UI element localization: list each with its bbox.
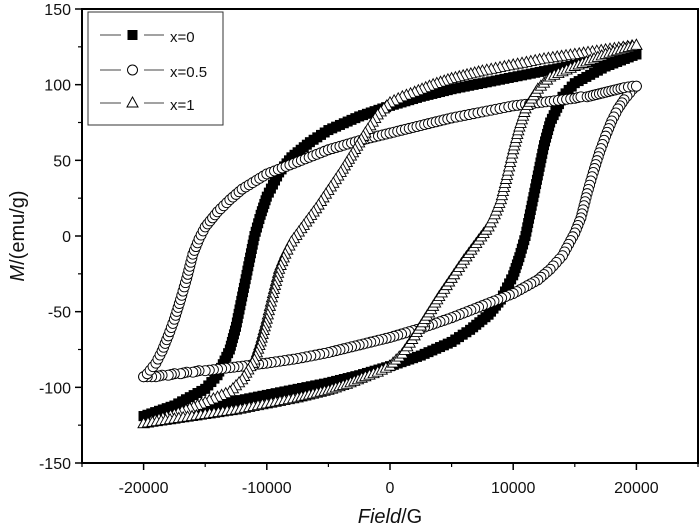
- axes: -20000 -10000 0 10000 20000 -150 -100 -50 0 50 100…: [39, 2, 699, 497]
- legend-item-x1: x=1: [100, 95, 195, 114]
- filled-square-icon: [127, 30, 138, 40]
- open-triangle-icon: [126, 95, 139, 108]
- y-tick-label: -100: [39, 380, 71, 397]
- legend-item-x05: x=0.5: [100, 64, 207, 81]
- x-tick-label: 10000: [491, 480, 536, 497]
- legend-label: x=0.5: [170, 64, 207, 81]
- series-x1: [137, 38, 643, 429]
- x-tick-label: -20000: [119, 480, 169, 497]
- legend-box: [87, 11, 224, 126]
- x-tick-label: 20000: [614, 480, 659, 497]
- y-tick-label: -150: [39, 456, 71, 473]
- y-tick-label: 150: [44, 2, 71, 19]
- x-tick-label: -10000: [242, 480, 292, 497]
- plot-area: [137, 38, 643, 429]
- legend-item-x0: x=0: [100, 29, 195, 46]
- y-tick-label: 0: [62, 229, 71, 246]
- y-tick-label: -50: [48, 305, 71, 322]
- y-tick-label: 100: [44, 78, 71, 95]
- x-axis-title: Field/G: [358, 506, 422, 528]
- legend: x=0 x=0.5 x=1: [87, 11, 224, 126]
- x-tick-label: 0: [386, 480, 395, 497]
- legend-label: x=1: [170, 97, 195, 114]
- series-x05: [138, 80, 642, 383]
- legend-label: x=0: [170, 29, 195, 46]
- y-axis-title: M/(emu/g): [7, 190, 29, 281]
- y-tick-label: 50: [53, 153, 71, 170]
- open-circle-icon: [127, 64, 138, 76]
